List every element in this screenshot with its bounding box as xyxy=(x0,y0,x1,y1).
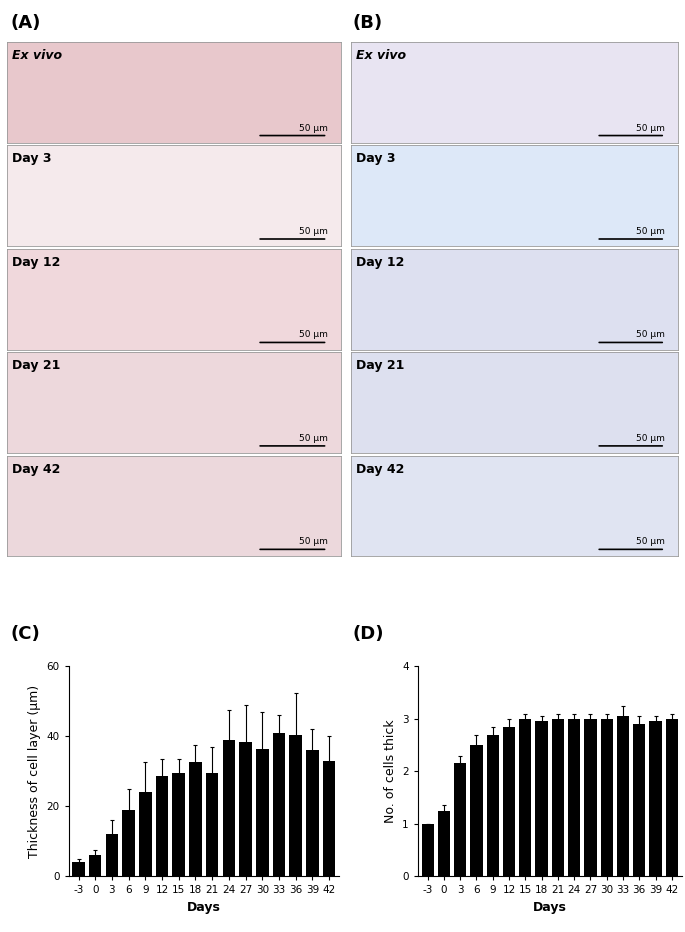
Bar xyxy=(536,721,548,876)
Y-axis label: Thickness of cell layer (µm): Thickness of cell layer (µm) xyxy=(28,685,41,857)
Text: 50 µm: 50 µm xyxy=(636,124,665,132)
Bar xyxy=(421,824,434,876)
Bar xyxy=(601,719,613,876)
Bar xyxy=(503,727,515,876)
Bar xyxy=(649,721,662,876)
X-axis label: Days: Days xyxy=(187,900,221,913)
Bar xyxy=(256,748,269,876)
Bar xyxy=(633,724,645,876)
Bar xyxy=(306,750,319,876)
Bar xyxy=(89,856,101,876)
Bar xyxy=(471,745,482,876)
Text: 50 µm: 50 µm xyxy=(636,538,665,546)
Bar xyxy=(206,773,219,876)
Text: Day 42: Day 42 xyxy=(356,463,404,476)
Text: 50 µm: 50 µm xyxy=(636,227,665,236)
X-axis label: Days: Days xyxy=(533,900,566,913)
Bar xyxy=(189,762,201,876)
Bar xyxy=(123,810,135,876)
Text: (D): (D) xyxy=(353,625,384,643)
Bar xyxy=(155,776,169,876)
Text: Ex vivo: Ex vivo xyxy=(12,49,62,62)
Bar xyxy=(486,734,499,876)
Text: 50 µm: 50 µm xyxy=(299,331,327,339)
Bar xyxy=(239,742,252,876)
Text: Day 3: Day 3 xyxy=(356,153,395,166)
Text: Ex vivo: Ex vivo xyxy=(356,49,406,62)
Y-axis label: No. of cells thick: No. of cells thick xyxy=(384,720,397,823)
Bar xyxy=(139,792,151,876)
Text: Day 3: Day 3 xyxy=(12,153,51,166)
Bar xyxy=(438,811,450,876)
Bar xyxy=(551,719,564,876)
Text: 50 µm: 50 µm xyxy=(299,434,327,443)
Text: 50 µm: 50 µm xyxy=(299,538,327,546)
Text: (A): (A) xyxy=(10,14,40,32)
Bar xyxy=(666,719,678,876)
Bar xyxy=(617,716,629,876)
Text: 50 µm: 50 µm xyxy=(636,434,665,443)
Text: 50 µm: 50 µm xyxy=(299,124,327,132)
Bar xyxy=(584,719,597,876)
Text: Day 21: Day 21 xyxy=(356,360,404,373)
Text: 50 µm: 50 µm xyxy=(636,331,665,339)
Text: Day 21: Day 21 xyxy=(12,360,60,373)
Text: (B): (B) xyxy=(353,14,383,32)
Bar xyxy=(72,862,85,876)
Text: Day 12: Day 12 xyxy=(12,256,60,269)
Text: Day 42: Day 42 xyxy=(12,463,60,476)
Bar xyxy=(173,773,185,876)
Text: (C): (C) xyxy=(10,625,40,643)
Text: Day 12: Day 12 xyxy=(356,256,404,269)
Bar xyxy=(105,834,119,876)
Bar xyxy=(519,719,532,876)
Bar xyxy=(568,719,580,876)
Bar xyxy=(323,761,336,876)
Bar xyxy=(454,763,466,876)
Bar xyxy=(289,734,302,876)
Text: 50 µm: 50 µm xyxy=(299,227,327,236)
Bar xyxy=(223,740,235,876)
Bar xyxy=(273,733,285,876)
